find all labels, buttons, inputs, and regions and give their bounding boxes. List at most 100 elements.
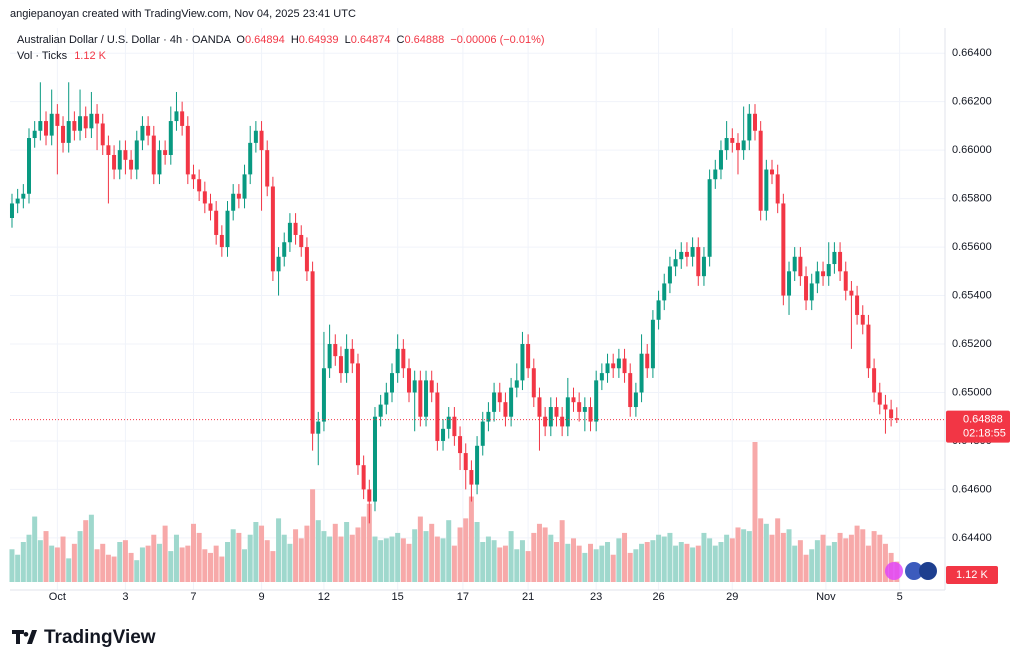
volume-bar (763, 523, 769, 582)
candle-body (180, 111, 185, 126)
x-tick-label: 12 (318, 591, 330, 603)
volume-bar (701, 532, 707, 582)
volume-bar (769, 534, 775, 582)
candle-body (9, 203, 14, 218)
candle-body (775, 174, 780, 204)
candle-body (622, 358, 627, 374)
candle-body (265, 150, 270, 187)
candle-body (134, 140, 139, 170)
candle-body (95, 113, 100, 124)
candle-body (231, 193, 236, 211)
volume-bar (310, 489, 316, 582)
volume-bar (684, 543, 690, 582)
volume-bar (304, 525, 310, 582)
volume-bar (270, 551, 276, 582)
candle-body (407, 368, 412, 393)
x-tick-label: 5 (897, 591, 903, 603)
x-tick-label: 17 (457, 591, 469, 603)
watermark: angiepanoyan created with TradingView.co… (10, 8, 356, 20)
volume-bar (412, 529, 418, 582)
candle-body (338, 356, 343, 374)
volume-bar (395, 532, 401, 582)
volume-legend: Vol · Ticks 1.12 K (17, 50, 107, 62)
volume-bar (712, 545, 718, 582)
x-tick-label: 15 (392, 591, 404, 603)
candle-body (270, 186, 275, 272)
volume-last: 1.12 K (74, 50, 106, 62)
volume-bar (843, 538, 849, 582)
candle-body (531, 368, 536, 398)
volume-bar (338, 536, 344, 582)
candle-body (843, 271, 848, 291)
candle-body (304, 247, 309, 272)
candle-body (594, 380, 599, 422)
candle-body (49, 113, 54, 136)
candle-body (15, 198, 20, 204)
y-tick-label: 0.65200 (952, 338, 992, 350)
volume-bar (128, 552, 134, 582)
candle-body (548, 407, 553, 427)
candle-body (168, 121, 173, 155)
candle-body (185, 125, 190, 175)
volume-bar (707, 538, 713, 582)
y-tick-label: 0.65400 (952, 289, 992, 301)
candle-body (424, 380, 429, 417)
volume-bar (185, 545, 191, 582)
candle-body (32, 130, 37, 139)
volume-bar (758, 518, 764, 582)
candle-body (883, 404, 888, 410)
volume-bar (225, 542, 231, 582)
candle-body (877, 392, 882, 405)
open-value: 0.64894 (245, 34, 285, 46)
volume-bar (848, 534, 854, 582)
volume-bar (213, 545, 219, 582)
volume-bar (627, 552, 633, 582)
candle-body (463, 453, 468, 471)
candle-body (123, 150, 128, 160)
candle-body (526, 344, 531, 369)
volume-bar (429, 523, 435, 582)
flag-icon (919, 562, 937, 580)
volume-bar (616, 538, 622, 582)
candle-body (219, 234, 224, 248)
candle-body (78, 116, 83, 131)
axis-layer: 0.644000.646000.648000.650000.652000.654… (49, 47, 1010, 603)
change: −0.00006 (−0.01%) (450, 34, 544, 46)
high-value: 0.64939 (299, 34, 339, 46)
candle-body (605, 363, 610, 374)
y-tick-label: 0.66000 (952, 144, 992, 156)
volume-bar (355, 527, 361, 582)
candle-body (599, 373, 604, 381)
volume-bar (378, 540, 384, 582)
volume-bar (440, 538, 446, 582)
volume-bar (814, 540, 820, 582)
volume-bar (809, 549, 815, 582)
volume-bar (60, 536, 66, 582)
low-value: 0.64874 (351, 34, 391, 46)
candle-body (299, 234, 304, 248)
candle-body (588, 407, 593, 422)
candle-body (350, 348, 355, 364)
volume-bar (242, 549, 248, 582)
volume-bar (588, 543, 594, 582)
volume-bar (105, 554, 111, 582)
volume-bar (139, 547, 145, 582)
candle-body (66, 121, 71, 143)
logo-mark (12, 630, 37, 644)
volume-bar (854, 525, 860, 582)
candle-body (401, 348, 406, 369)
volume-bar (332, 523, 338, 582)
candle-body (117, 150, 122, 170)
volume-bar (293, 529, 299, 582)
candle-body (208, 203, 213, 211)
volume-bar (446, 520, 452, 582)
candle-body (809, 283, 814, 301)
volume-bar (20, 542, 26, 582)
candle-body (418, 380, 423, 417)
volume-last-box (946, 566, 998, 584)
candle-body (310, 271, 315, 434)
volume-bar (803, 554, 809, 582)
candle-body (389, 373, 394, 393)
volume-bar (156, 543, 162, 582)
volume-bar (519, 540, 525, 582)
